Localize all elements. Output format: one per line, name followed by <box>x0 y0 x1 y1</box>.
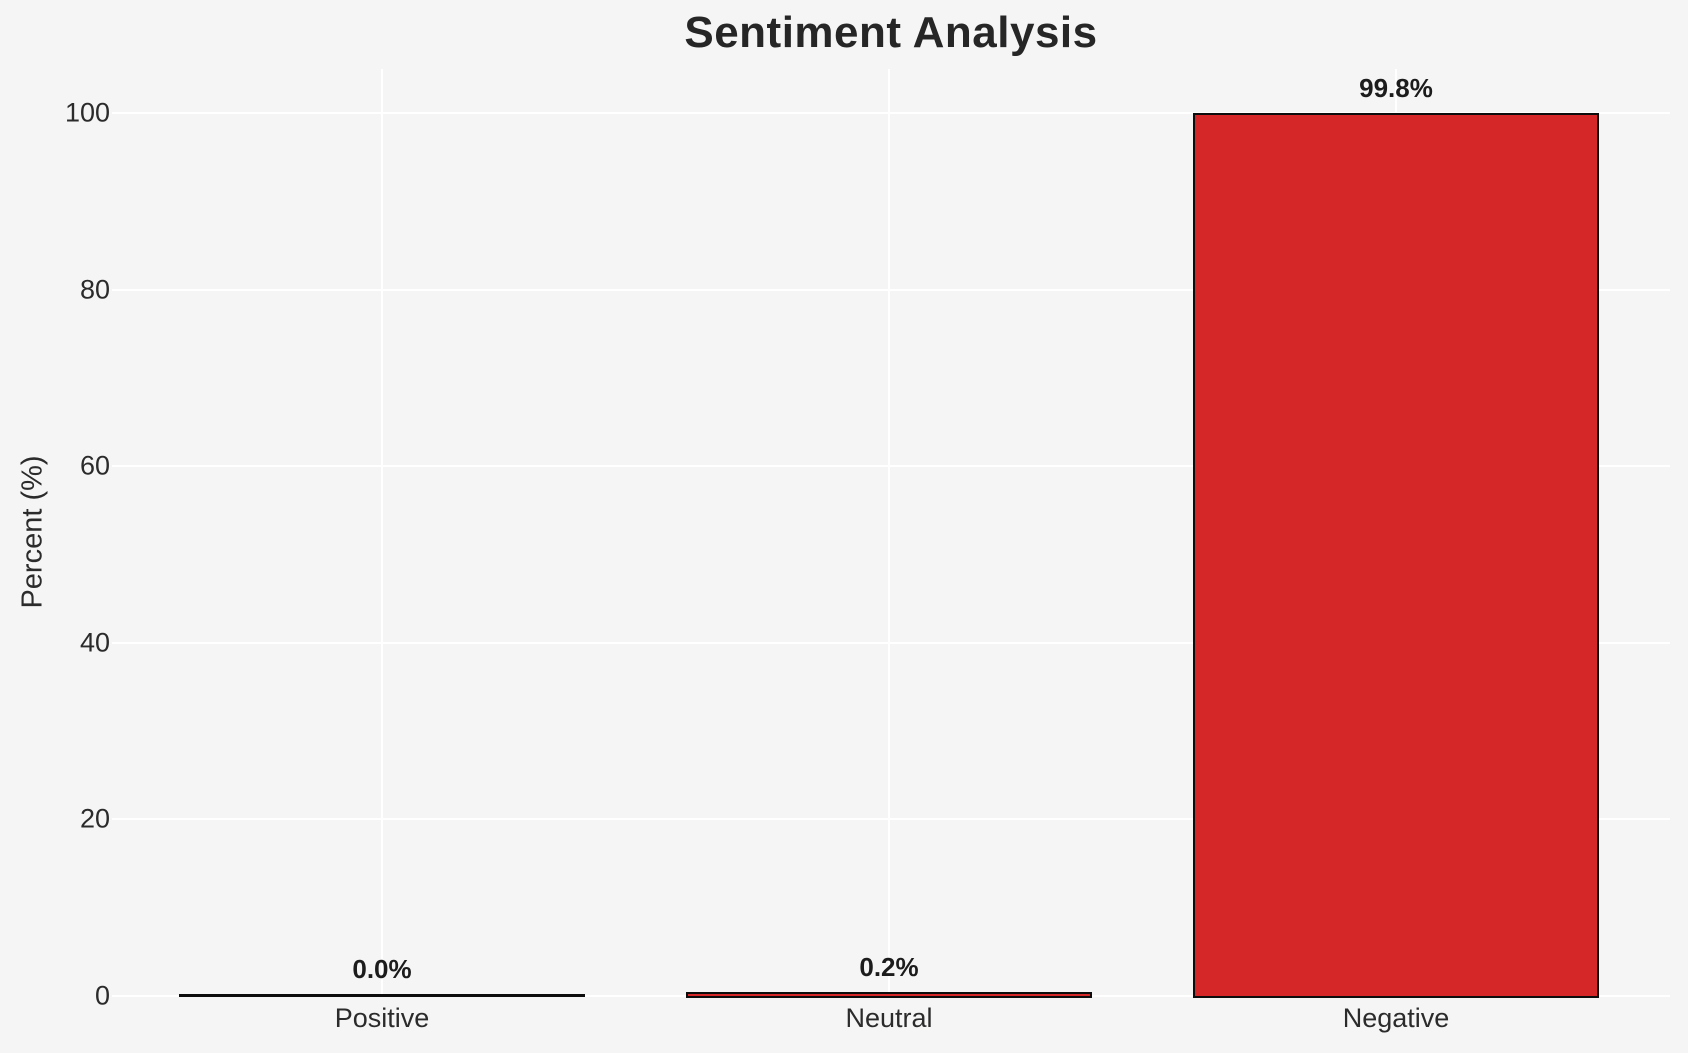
y-tick-label: 80 <box>79 274 110 305</box>
y-tick-label: 0 <box>94 980 110 1011</box>
bar-value-label: 0.2% <box>859 952 919 982</box>
gridline-horizontal <box>112 288 1670 291</box>
y-tick-label: 40 <box>79 627 110 658</box>
x-category-label: Positive <box>334 1003 430 1033</box>
gridline-vertical <box>888 69 890 996</box>
bar-positive <box>179 994 585 997</box>
y-tick-label: 100 <box>64 97 110 128</box>
gridline-horizontal <box>112 641 1670 644</box>
bar-neutral <box>686 992 1092 998</box>
x-category-label: Neutral <box>845 1003 933 1033</box>
chart-title: Sentiment Analysis <box>684 8 1098 57</box>
gridline-vertical <box>381 69 383 996</box>
gridline-horizontal <box>112 112 1670 115</box>
bar-value-label: 99.8% <box>1359 73 1433 103</box>
bar-negative <box>1193 113 1599 998</box>
gridline-horizontal <box>112 818 1670 821</box>
x-category-label: Negative <box>1342 1003 1450 1033</box>
y-tick-label: 60 <box>79 450 110 481</box>
gridline-horizontal <box>112 465 1670 468</box>
bar-value-label: 0.0% <box>352 954 412 984</box>
y-tick-label: 20 <box>79 803 110 834</box>
